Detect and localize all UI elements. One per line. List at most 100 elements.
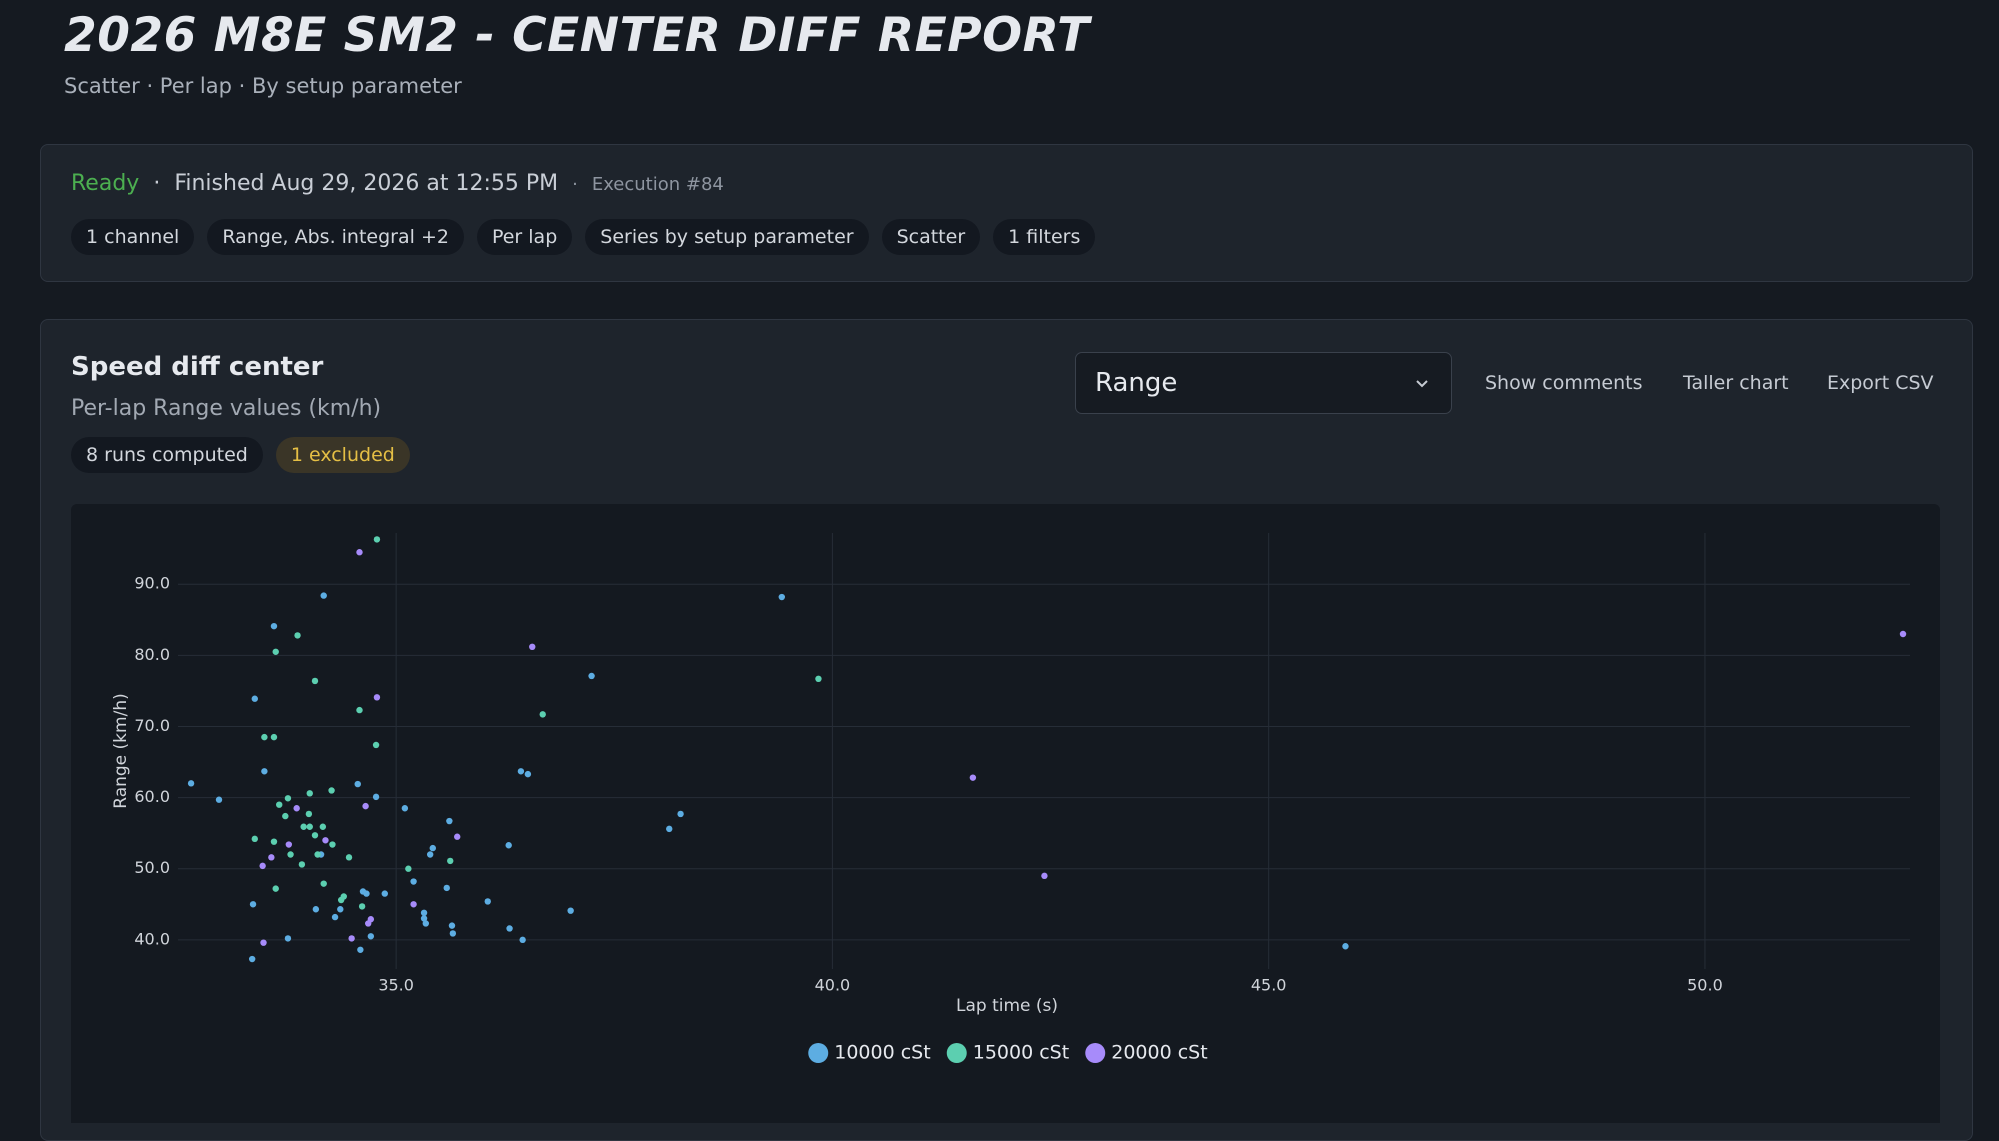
scatter-point — [259, 862, 266, 870]
scatter-point — [293, 805, 300, 812]
scatter-point — [1899, 630, 1907, 638]
scatter-point — [381, 890, 388, 897]
y-tick-label: 70.0 — [134, 716, 170, 735]
chip: 1 filters — [993, 219, 1096, 255]
badge: 8 runs computed — [71, 437, 263, 473]
y-axis-label: Range (km/h) — [111, 693, 131, 808]
scatter-point — [260, 939, 267, 946]
scatter-point — [320, 880, 327, 887]
chip: Per lap — [476, 219, 573, 255]
action-button[interactable]: Export CSV — [1827, 372, 1934, 394]
legend-marker — [808, 1043, 829, 1063]
scatter-point — [356, 549, 363, 556]
scatter-point — [270, 838, 278, 845]
scatter-point — [249, 901, 257, 908]
execution-id: Execution #84 — [591, 174, 724, 195]
scatter-point — [422, 920, 430, 927]
legend-label: 20000 cSt — [1111, 1042, 1207, 1064]
scatter-point — [328, 787, 335, 794]
scatter-point — [447, 857, 454, 865]
panel-title: Speed diff center — [71, 352, 324, 382]
y-tick-label: 40.0 — [134, 929, 170, 948]
x-tick-label: 40.0 — [815, 976, 851, 995]
scatter-point — [373, 694, 381, 701]
scatter-point — [311, 832, 319, 839]
scatter-point — [969, 774, 977, 781]
scatter-point — [261, 733, 268, 741]
scatter-point — [331, 913, 339, 921]
scatter-point — [443, 884, 450, 892]
scatter-point — [426, 851, 434, 858]
scatter-point — [401, 805, 409, 812]
scatter-point — [285, 841, 293, 848]
scatter-point — [517, 768, 525, 775]
chart: Lap time (s) Range (km/h) 40.0 50.0 60.0 70… — [111, 533, 1910, 1064]
scatter-point — [337, 906, 344, 913]
scatter-point — [362, 802, 369, 810]
scatter-point — [363, 890, 370, 897]
scatter-point — [449, 930, 457, 937]
chip: Scatter — [881, 219, 981, 255]
scatter-point — [354, 780, 361, 788]
scatter-point — [276, 801, 283, 808]
scatter-point — [506, 925, 513, 932]
scatter-point — [588, 672, 595, 680]
scatter-point — [567, 907, 574, 914]
scatter-point — [448, 922, 456, 929]
scatter-point — [300, 823, 307, 830]
scatter-point — [356, 706, 363, 714]
scatter-point — [429, 844, 436, 852]
plot-panel: Lap time (s) Range (km/h) 40.0 50.0 60.0 70… — [71, 504, 1940, 1123]
scatter-point — [420, 909, 428, 917]
scatter-point — [272, 648, 279, 655]
separator: · — [153, 171, 161, 196]
scatter-point — [529, 643, 536, 651]
status-chips: 1 channel Range, Abs. integral +2 Per lap S… — [71, 219, 1096, 255]
scatter-point — [446, 817, 453, 825]
chevron — [1416, 380, 1428, 388]
legend-label: 10000 cSt — [834, 1042, 930, 1064]
chip: 1 channel — [71, 219, 195, 255]
badge: 1 excluded — [275, 437, 410, 473]
scatter-point — [539, 711, 546, 718]
status-card — [40, 144, 1973, 282]
metric-select[interactable]: Range — [1075, 352, 1452, 414]
action-button[interactable]: Show comments — [1485, 372, 1643, 394]
scatter-point — [666, 825, 673, 833]
scatter-point — [373, 536, 381, 543]
separator: · — [572, 174, 578, 195]
y-tick-label: 80.0 — [134, 645, 170, 664]
scatter-point — [284, 935, 292, 942]
scatter-point — [215, 796, 223, 803]
scatter-point — [284, 795, 292, 802]
x-tick-label: 50.0 — [1687, 976, 1723, 995]
scatter-point — [337, 896, 345, 904]
scatter-point — [505, 842, 512, 849]
scatter-point — [287, 851, 294, 858]
scatter-point — [372, 741, 380, 749]
y-tick-label: 90.0 — [134, 574, 170, 593]
scatter-point — [322, 837, 329, 844]
scatter-point — [1342, 943, 1349, 950]
scatter-point — [272, 885, 279, 892]
scatter-point — [312, 906, 320, 913]
scatter-point — [410, 901, 417, 908]
scatter-point — [367, 933, 375, 940]
scatter-point — [294, 632, 301, 639]
scatter-point — [677, 810, 684, 818]
scatter-point — [270, 622, 278, 630]
y-tick-label: 50.0 — [134, 858, 170, 877]
status-state: Ready — [71, 171, 140, 196]
panel-badges: 8 runs computed 1 excluded — [71, 437, 410, 473]
scatter-point — [329, 841, 336, 848]
scatter-point — [270, 733, 278, 741]
status-line: Ready · Finished Aug 29, 2026 at 12:55 P… — [71, 171, 724, 196]
scatter-point — [319, 823, 327, 830]
x-tick-label: 35.0 — [378, 976, 414, 995]
scatter-point — [365, 920, 372, 927]
scatter-point — [298, 861, 306, 868]
scatter-point — [268, 854, 275, 861]
scatter-point — [358, 903, 366, 910]
legend-marker — [946, 1043, 967, 1063]
action-button[interactable]: Taller chart — [1683, 372, 1789, 394]
